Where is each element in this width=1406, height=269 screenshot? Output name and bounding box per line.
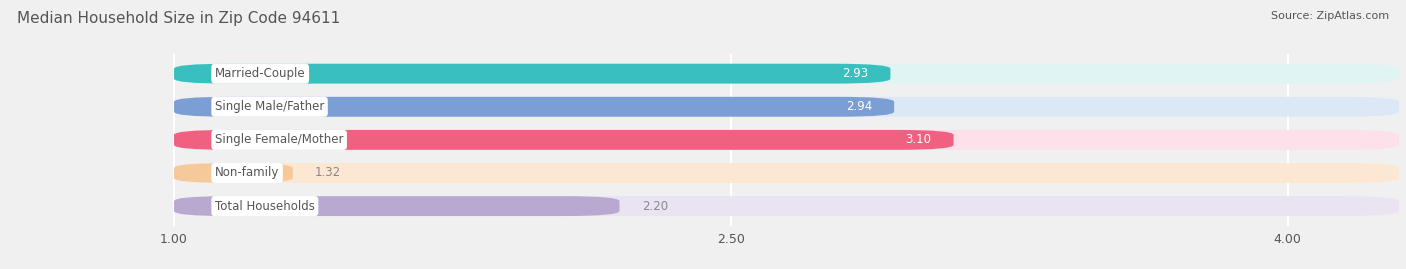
Text: Median Household Size in Zip Code 94611: Median Household Size in Zip Code 94611 [17, 11, 340, 26]
Text: Source: ZipAtlas.com: Source: ZipAtlas.com [1271, 11, 1389, 21]
FancyBboxPatch shape [174, 130, 1399, 150]
Text: Total Households: Total Households [215, 200, 315, 213]
FancyBboxPatch shape [174, 196, 1399, 216]
FancyBboxPatch shape [174, 163, 1399, 183]
FancyBboxPatch shape [174, 196, 620, 216]
Text: 3.10: 3.10 [905, 133, 931, 146]
Text: Married-Couple: Married-Couple [215, 67, 305, 80]
Text: Non-family: Non-family [215, 167, 280, 179]
FancyBboxPatch shape [174, 130, 953, 150]
FancyBboxPatch shape [174, 163, 292, 183]
Text: 2.94: 2.94 [845, 100, 872, 113]
FancyBboxPatch shape [174, 64, 1399, 84]
Text: 2.93: 2.93 [842, 67, 868, 80]
FancyBboxPatch shape [174, 97, 894, 117]
FancyBboxPatch shape [174, 64, 890, 84]
Text: Single Female/Mother: Single Female/Mother [215, 133, 343, 146]
Text: Single Male/Father: Single Male/Father [215, 100, 325, 113]
FancyBboxPatch shape [174, 97, 1399, 117]
Text: 2.20: 2.20 [641, 200, 668, 213]
Text: 1.32: 1.32 [315, 167, 342, 179]
